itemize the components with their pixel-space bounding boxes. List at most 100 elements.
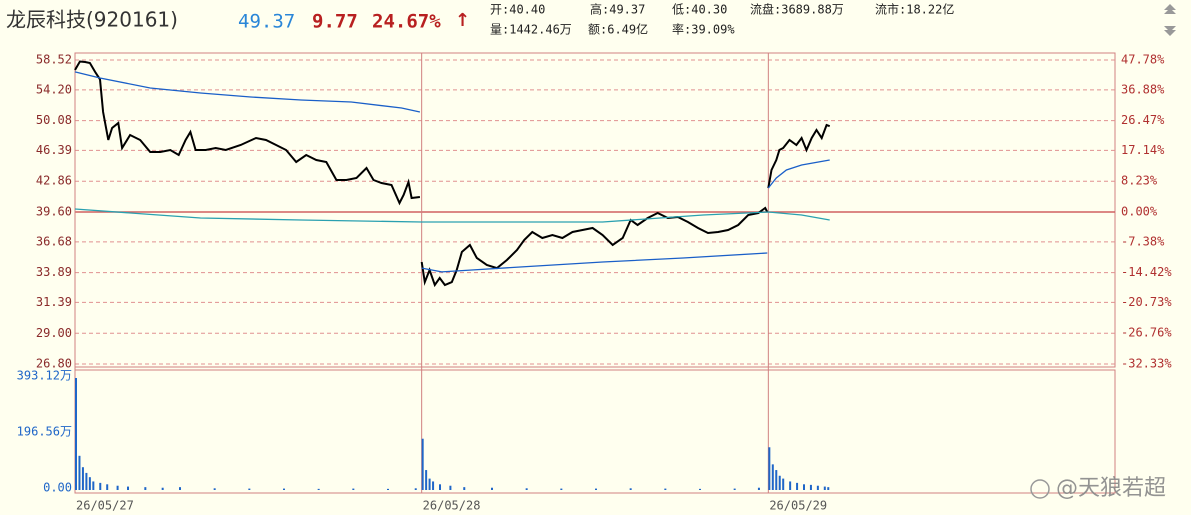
stock-name: 龙辰科技(920161) — [6, 8, 178, 32]
volume-bar — [560, 488, 563, 490]
y-tick-label: 50.08 — [36, 113, 72, 127]
volume-bar — [78, 455, 81, 490]
volume-bar — [116, 485, 119, 490]
volume-bar — [449, 485, 452, 490]
volume-bar — [425, 470, 428, 490]
volume-bar — [733, 488, 736, 490]
volume-bar — [428, 478, 431, 490]
y2-tick-label: 8.23% — [1121, 174, 1158, 188]
y-tick-label: 39.60 — [36, 205, 72, 219]
y2-tick-label: 17.14% — [1121, 143, 1165, 157]
scroll-buttons[interactable] — [1164, 4, 1176, 36]
volume-bar — [414, 488, 417, 490]
y-tick-label: 54.20 — [36, 82, 72, 96]
price-line — [74, 71, 830, 273]
volume-bar — [161, 487, 164, 490]
price-line — [74, 60, 831, 288]
up-button[interactable] — [1164, 4, 1176, 14]
x-tick-label: 26/05/29 — [769, 499, 827, 513]
float-cap: 流市:18.22亿 — [875, 2, 954, 17]
down-button[interactable] — [1164, 26, 1176, 36]
volume: 量:1442.46万 — [490, 23, 572, 37]
y-tick-label: 42.86 — [36, 174, 72, 188]
volume-bar — [85, 472, 88, 490]
volume-bar — [432, 481, 435, 490]
volume-bar — [99, 482, 102, 490]
y2-tick-label: -32.33% — [1121, 357, 1172, 371]
volume-bar — [387, 488, 389, 490]
volume-bar — [106, 484, 109, 490]
y-tick-label: 33.89 — [36, 265, 72, 279]
y2-tick-label: 47.78% — [1121, 53, 1165, 67]
volume-bar — [81, 467, 84, 490]
volume-tick-label: 393.12万 — [17, 369, 72, 383]
volume-bar — [775, 470, 778, 490]
amount: 额:6.49亿 — [588, 22, 648, 37]
up-arrow: ↑ — [455, 10, 470, 31]
y-tick-label: 58.52 — [36, 53, 72, 67]
y2-tick-label: 36.88% — [1121, 82, 1165, 96]
y2-tick-label: -14.42% — [1121, 265, 1172, 279]
volume-bar — [75, 378, 77, 490]
y-tick-label: 46.39 — [36, 143, 72, 157]
volume-bar — [283, 488, 285, 490]
volume-tick-label: 0.00 — [43, 481, 72, 495]
volume-bar — [782, 478, 785, 490]
volume-bar — [88, 477, 91, 490]
x-tick-label: 26/05/28 — [423, 499, 481, 513]
volume-bar — [491, 487, 493, 490]
volume-bar — [771, 464, 774, 490]
volume-bar — [421, 438, 424, 490]
y2-tick-label: 0.00% — [1121, 205, 1158, 219]
volume-bar — [179, 487, 181, 490]
y-tick-label: 31.39 — [36, 295, 72, 309]
volume-bar — [816, 485, 819, 490]
y2-tick-label: -7.38% — [1121, 234, 1165, 248]
volume-bar — [768, 447, 771, 490]
y2-tick-label: 26.47% — [1121, 113, 1165, 127]
volume-bar — [595, 488, 597, 490]
volume-bar — [778, 475, 781, 490]
volume-bar — [248, 488, 251, 490]
volume-bar — [803, 484, 805, 490]
x-tick-label: 26/05/27 — [76, 499, 134, 513]
y2-tick-label: -20.73% — [1121, 295, 1172, 309]
volume-bar — [699, 488, 701, 490]
change-pct: 24.67% — [372, 11, 441, 33]
turnover: 率:39.09% — [672, 22, 735, 37]
price-line — [74, 208, 830, 223]
volume-bar — [213, 488, 216, 490]
volume-bar — [823, 486, 826, 490]
watermark: @天狼若超 — [1030, 476, 1166, 501]
price: 49.37 — [238, 11, 295, 33]
volume-bar — [127, 486, 129, 490]
y2-tick-label: -26.76% — [1121, 326, 1172, 340]
volume-bar — [789, 481, 792, 490]
volume-tick-label: 196.56万 — [17, 425, 72, 439]
volume-bar — [352, 488, 355, 490]
y-tick-label: 29.00 — [36, 326, 72, 340]
volume-bar — [664, 488, 667, 490]
change: 9.77 — [312, 11, 358, 33]
volume-bar — [796, 482, 799, 490]
volume-bar — [827, 487, 830, 490]
volume-bar — [809, 484, 812, 490]
float-shares: 流盘:3689.88万 — [750, 2, 844, 17]
volume-bar — [144, 487, 147, 490]
volume-bar — [463, 487, 466, 490]
volume-bar — [439, 484, 441, 490]
volume-bar — [92, 481, 95, 490]
watermark-text: @天狼若超 — [1056, 476, 1166, 501]
y-tick-label: 36.68 — [36, 234, 72, 248]
volume-bar — [629, 488, 632, 490]
high: 高:49.37 — [590, 2, 645, 17]
low: 低:40.30 — [672, 3, 727, 17]
watermark-logo — [1030, 479, 1050, 499]
volume-bar — [317, 488, 320, 490]
volume-bar — [757, 487, 760, 490]
y-tick-label: 26.80 — [36, 357, 72, 371]
volume-bar — [525, 488, 528, 490]
